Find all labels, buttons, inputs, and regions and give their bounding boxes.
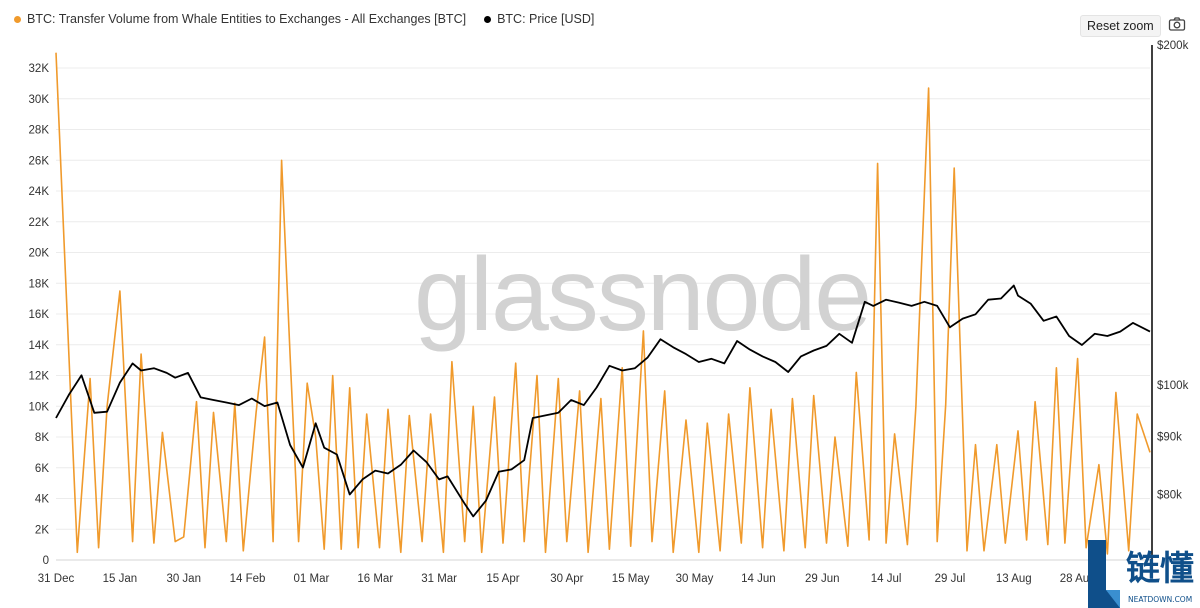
y-left-tick-label: 20K	[29, 248, 50, 260]
y-right-tick-label: $100k	[1157, 380, 1189, 392]
legend-volume-marker	[14, 15, 21, 23]
price-series-line	[55, 284, 1151, 518]
y-left-tick-label: 12K	[29, 371, 50, 383]
y-right-tick-label: $80k	[1157, 489, 1182, 501]
legend-item-volume[interactable]: BTC: Transfer Volume from Whale Entities…	[14, 12, 466, 26]
logo-text: 链懂	[1126, 549, 1194, 589]
x-tick-label: 30 Apr	[550, 573, 583, 585]
x-tick-label: 29 Jun	[805, 573, 840, 585]
reset-zoom-button[interactable]: Reset zoom	[1080, 15, 1161, 37]
x-tick-label: 15 Jan	[103, 573, 138, 585]
y-axis-left: 0 2K 4K 6K 8K 10K 12K 14K 16K 18K 20K 22K 24K 26K 28K 3…	[29, 63, 50, 567]
x-tick-label: 31 Dec	[38, 573, 75, 585]
x-tick-label: 14 Jun	[741, 573, 776, 585]
x-axis: 31 Dec 15 Jan 30 Jan 14 Feb 01 Mar 16 Mar 31 M…	[38, 573, 1096, 585]
x-tick-label: 30 Jan	[166, 573, 201, 585]
x-tick-label: 15 May	[612, 573, 650, 585]
x-tick-label: 29 Jul	[935, 573, 966, 585]
legend-item-price[interactable]: BTC: Price [USD]	[484, 12, 594, 26]
y-left-tick-label: 4K	[35, 494, 49, 506]
camera-icon[interactable]	[1168, 16, 1186, 32]
x-tick-label: 13 Aug	[996, 573, 1032, 585]
y-left-tick-label: 14K	[29, 340, 50, 352]
y-left-tick-label: 30K	[29, 94, 50, 106]
y-left-tick-label: 18K	[29, 278, 50, 290]
y-left-tick-label: 22K	[29, 217, 50, 229]
neatdown-logo: 链懂 NEATDOWN.COM	[1088, 540, 1194, 608]
logo-subtext: NEATDOWN.COM	[1128, 595, 1192, 604]
y-left-tick-label: 26K	[29, 155, 50, 167]
series-layer	[55, 52, 1151, 555]
x-tick-label: 30 May	[676, 573, 714, 585]
legend-volume-label: BTC: Transfer Volume from Whale Entities…	[27, 12, 467, 26]
y-left-tick-label: 28K	[29, 125, 50, 137]
y-axis-right: $80k $90k $100k $200k	[1151, 40, 1189, 560]
x-tick-label: 16 Mar	[357, 573, 393, 585]
y-left-tick-label: 0	[43, 555, 49, 567]
y-left-tick-label: 2K	[35, 524, 49, 536]
x-tick-label: 14 Jul	[871, 573, 902, 585]
y-left-tick-label: 24K	[29, 186, 50, 198]
y-left-tick-label: 6K	[35, 463, 49, 475]
y-right-tick-label: $200k	[1157, 40, 1189, 52]
watermark: glassnode	[414, 237, 870, 353]
x-tick-label: 28 Aug	[1060, 573, 1096, 585]
grid-lines	[56, 67, 1150, 561]
legend-price-marker	[484, 15, 492, 23]
legend: BTC: Transfer Volume from Whale Entities…	[14, 12, 594, 26]
y-right-tick-label: $90k	[1157, 432, 1182, 444]
y-left-tick-label: 10K	[29, 401, 50, 413]
y-left-tick-label: 32K	[29, 63, 50, 75]
x-tick-label: 14 Feb	[230, 573, 266, 585]
y-left-tick-label: 16K	[29, 309, 50, 321]
volume-series-line	[55, 52, 1151, 555]
legend-price-label: BTC: Price [USD]	[497, 12, 595, 26]
x-tick-label: 31 Mar	[421, 573, 457, 585]
y-left-tick-label: 8K	[35, 432, 49, 444]
x-tick-label: 15 Apr	[486, 573, 519, 585]
x-tick-label: 01 Mar	[294, 573, 330, 585]
